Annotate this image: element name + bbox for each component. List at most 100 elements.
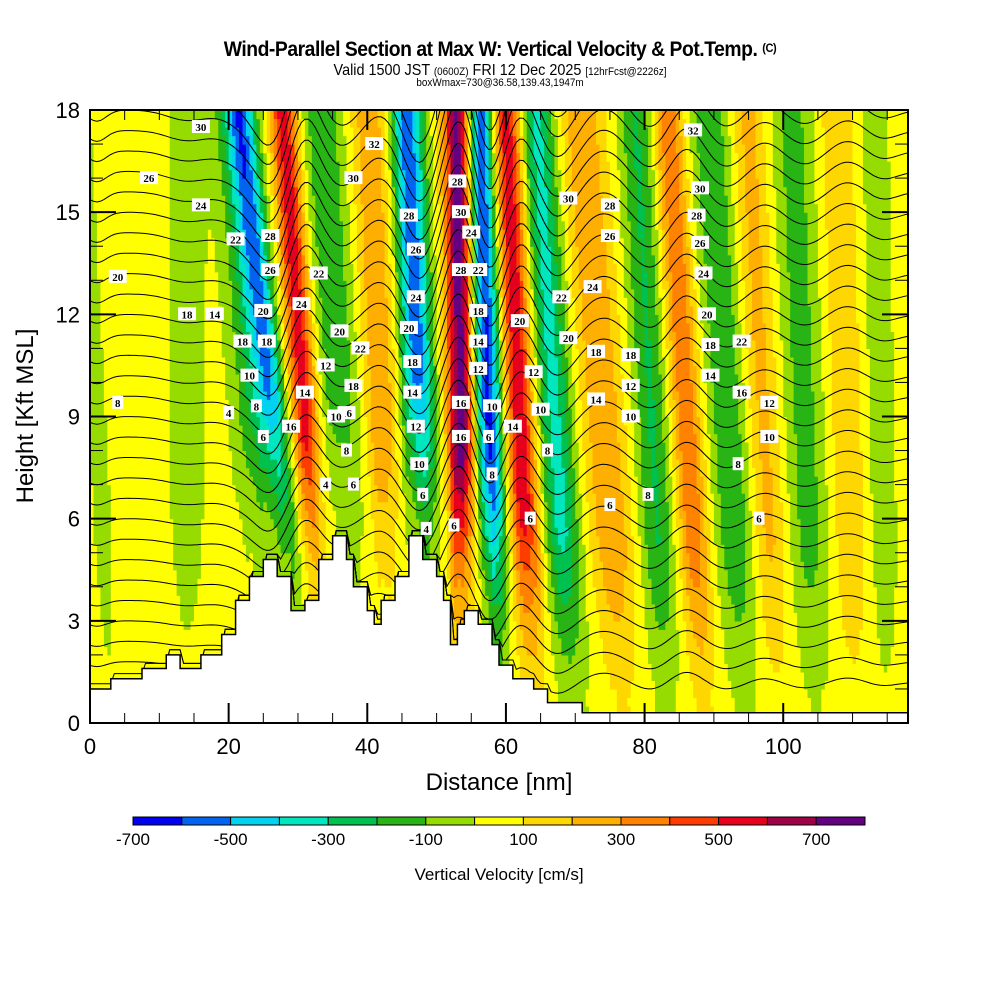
field-cell [700,535,708,545]
field-cell [627,544,635,554]
field-cell [474,425,479,435]
field-cell [280,373,285,384]
field-cell [582,305,611,315]
field-cell [315,280,320,290]
field-cell [582,501,590,511]
field-cell [585,552,594,562]
field-cell [287,442,292,452]
field-cell [769,442,781,452]
field-cell [550,425,562,435]
field-cell [523,637,538,647]
field-cell [523,331,528,341]
field-cell [395,527,407,537]
field-cell [228,254,237,264]
field-cell [648,646,680,656]
field-cell [679,671,691,682]
field-cell [318,288,348,298]
field-cell [738,373,743,384]
field-cell [426,314,431,324]
field-cell [450,425,455,435]
field-cell [554,561,573,571]
field-cell [776,237,788,247]
field-cell [616,271,625,281]
field-cell [856,220,868,230]
field-cell [280,297,285,307]
field-cell [713,620,722,630]
field-cell [398,416,403,426]
field-cell [679,425,694,435]
field-cell [401,246,407,256]
field-cell [405,339,410,349]
field-cell [225,390,240,401]
field-cell [502,442,507,452]
field-cell [90,569,98,579]
field-cell [499,229,504,239]
field-cell [561,254,566,264]
field-cell [762,510,774,520]
field-cell [440,561,448,571]
field-cell [457,348,465,358]
field-cell [346,331,358,341]
field-cell [304,442,309,452]
field-cell [308,425,313,435]
field-cell [876,629,895,639]
field-cell [828,603,843,613]
field-cell [550,271,559,281]
field-cell [821,322,829,332]
field-cell [474,254,479,264]
field-cell [280,399,285,409]
field-cell [419,237,424,247]
field-cell [661,322,666,332]
field-cell [658,620,666,630]
field-cell [294,322,303,332]
field-cell [568,280,573,290]
field-cell [668,212,684,222]
field-cell [467,356,472,367]
field-cell [103,348,171,358]
field-cell [571,586,580,596]
field-cell [440,373,445,384]
field-cell [547,544,556,554]
field-cell [429,254,438,264]
field-cell [284,331,289,341]
field-cell [526,390,531,401]
field-cell [772,297,781,307]
field-cell [641,450,653,460]
field-cell [453,331,459,341]
field-cell [557,382,566,392]
field-cell [436,425,441,435]
field-cell [779,442,788,452]
field-cell [533,263,538,273]
field-cell [318,467,323,477]
field-cell [644,612,656,622]
field-cell [270,246,275,256]
field-cell [859,399,871,409]
field-cell [485,527,493,537]
field-cell [502,220,507,230]
field-cell [824,416,833,426]
field-cell [415,476,431,486]
field-cell [589,544,601,554]
field-cell [318,501,327,511]
field-cell [401,288,407,298]
field-cell [363,390,372,401]
field-cell [828,620,843,630]
field-cell [783,586,795,596]
field-cell [675,373,691,384]
field-cell [700,390,708,401]
field-cell [287,365,292,375]
field-cell [630,493,639,503]
field-cell [284,305,289,315]
field-cell [263,271,268,281]
field-cell [734,705,757,716]
field-cell [752,271,764,281]
field-cell [505,280,510,290]
field-cell [471,348,476,358]
field-cell [509,450,514,460]
field-cell [547,212,556,222]
field-cell [703,510,708,520]
field-cell [502,646,510,656]
field-cell [90,544,98,554]
field-cell [232,297,240,307]
field-cell [537,339,542,349]
